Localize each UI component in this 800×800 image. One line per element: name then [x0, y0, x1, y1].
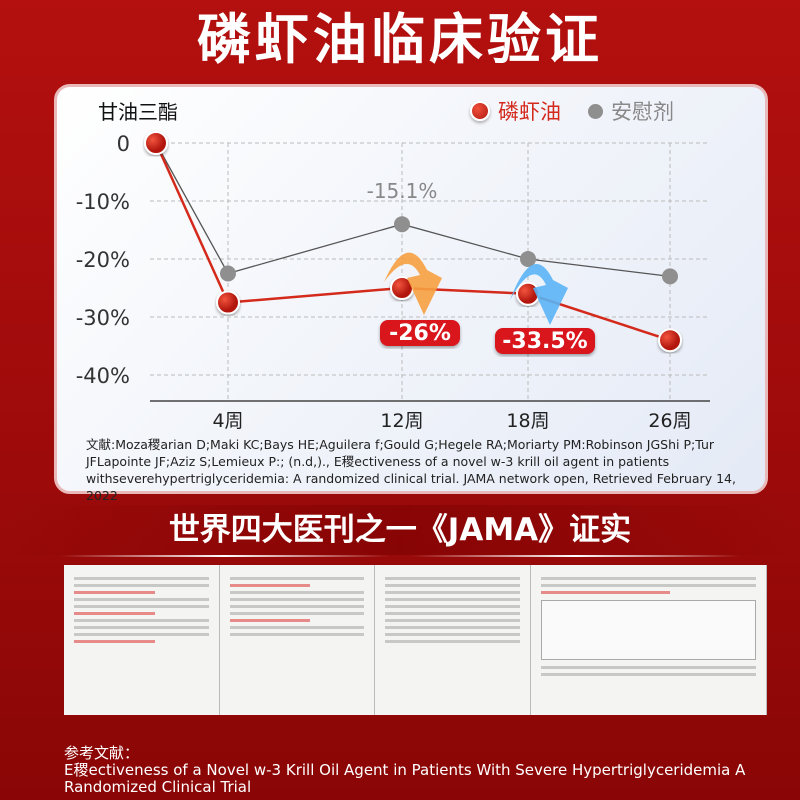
x-tick-label: 12周 [380, 410, 423, 432]
line-chart: 0 -10% -20% -30% -40% 4周 12周 18周 26周 -15.1% -26% -3… [76, 131, 710, 432]
blue-arrow-icon [510, 264, 568, 325]
divider [60, 555, 390, 557]
data-label: -26% [389, 321, 451, 346]
krill-point [144, 131, 168, 155]
divider [410, 555, 740, 557]
placebo-point [662, 268, 678, 285]
placebo-point [220, 265, 236, 282]
jama-banner: 世界四大医刊之一《JAMA》证实 [0, 505, 800, 555]
y-tick-label: -10% [76, 190, 130, 214]
krill-point [658, 328, 682, 353]
citation-text: 文献:Moza稷arian D;Maki KC;Bays HE;Aguilera… [86, 437, 736, 503]
reference: 参考文献： E稷ectiveness of a Novel w-3 Krill … [64, 745, 764, 796]
legend-item-placebo: 安慰剂 [588, 96, 674, 126]
placebo-point [520, 251, 536, 267]
data-label-badge [495, 328, 595, 354]
data-label: -33.5% [502, 329, 587, 354]
y-tick-label: -30% [76, 306, 130, 330]
x-tick-label: 4周 [212, 410, 243, 432]
legend-dot-icon [470, 101, 490, 121]
reference-label: 参考文献： [64, 744, 140, 762]
x-tick-label: 26周 [648, 410, 691, 432]
legend-item-krill: 磷虾油 [470, 96, 561, 126]
paper-page [375, 565, 531, 715]
legend-label: 安慰剂 [611, 100, 674, 124]
legend-label: 磷虾油 [498, 100, 561, 124]
y-axis-label: 甘油三酯 [98, 100, 178, 124]
y-tick-label: 0 [117, 132, 130, 156]
paper-page [219, 565, 376, 715]
data-label: -15.1% [367, 179, 438, 203]
paper-page [530, 565, 767, 715]
page-title: 磷虾油临床验证 [197, 8, 603, 71]
y-tick-label: -20% [76, 248, 130, 272]
krill-point [216, 290, 240, 315]
data-label-badge [380, 320, 460, 346]
paper-page [64, 565, 220, 715]
legend-dot-icon [588, 103, 603, 119]
orange-arrow-icon [384, 252, 442, 315]
y-tick-label: -40% [76, 364, 130, 388]
x-tick-label: 18周 [506, 410, 549, 432]
placebo-point [394, 216, 410, 233]
reference-text: E稷ectiveness of a Novel w-3 Krill Oil Ag… [64, 761, 746, 796]
paper-pages-image [64, 565, 767, 715]
